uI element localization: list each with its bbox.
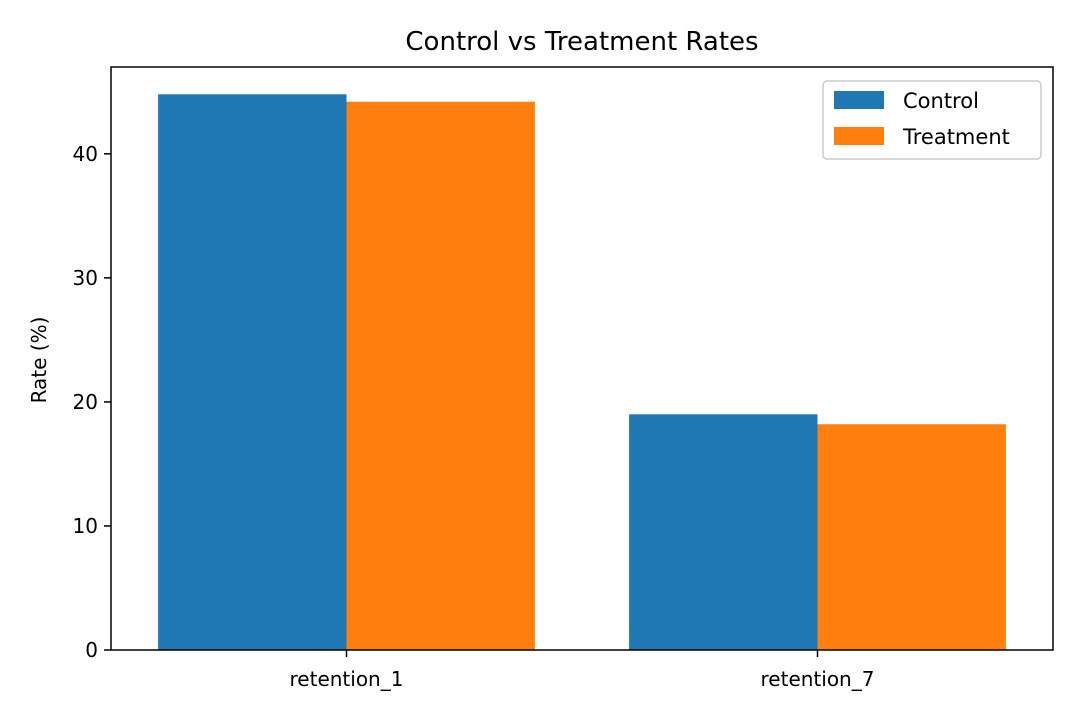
y-tick-label: 10 — [73, 514, 98, 538]
y-ticks-group: 0 10 20 30 40 — [73, 142, 111, 662]
y-axis-label: Rate (%) — [27, 317, 51, 404]
bar-treatment-retention_1 — [346, 101, 535, 651]
legend-label-treatment: Treatment — [902, 125, 1010, 149]
y-tick-label: 30 — [73, 266, 98, 290]
y-tick-label: 40 — [73, 142, 98, 166]
legend-swatch-control — [834, 91, 884, 109]
bar-treatment-retention_7 — [817, 424, 1006, 650]
bar-control-retention_1 — [158, 94, 347, 651]
chart-title: Control vs Treatment Rates — [405, 27, 758, 57]
bar-control-retention_7 — [629, 414, 818, 650]
plot-frame — [110, 66, 1054, 651]
legend-label-control: Control — [903, 89, 979, 113]
y-tick-label: 0 — [85, 638, 98, 662]
x-tick-label: retention_1 — [290, 667, 404, 691]
bars-group — [158, 94, 1006, 651]
legend-swatch-treatment — [834, 127, 884, 145]
legend: Control Treatment — [822, 80, 1042, 160]
x-ticks-group: retention_1 retention_7 — [290, 650, 875, 691]
y-tick-label: 20 — [73, 390, 98, 414]
x-tick-label: retention_7 — [761, 667, 875, 691]
